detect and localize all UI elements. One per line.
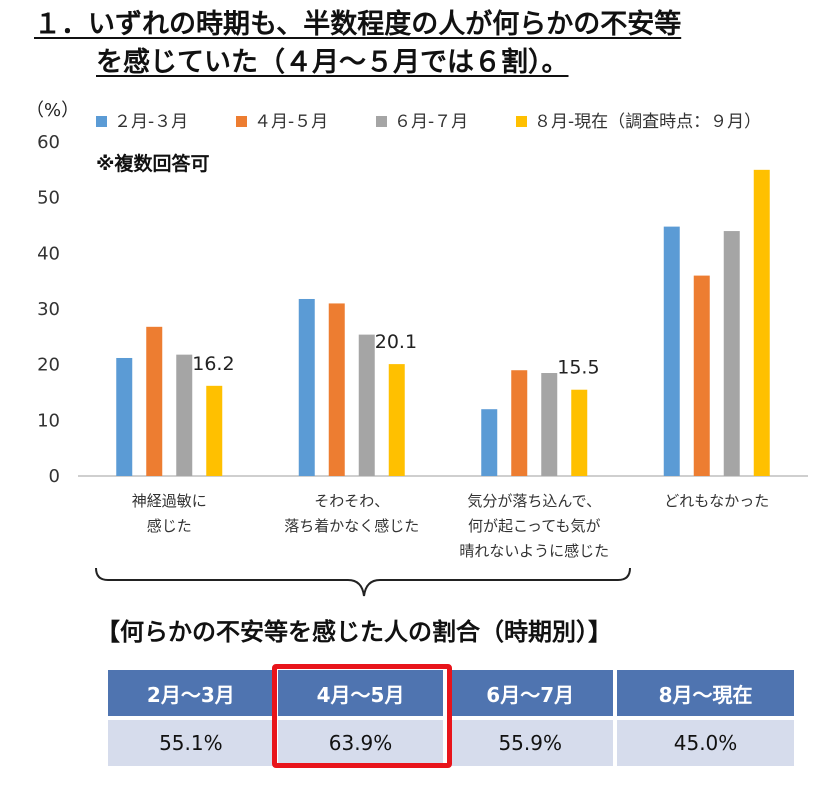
bar	[541, 373, 558, 476]
summary-header-row: 2月～3月 4月～5月 6月～7月 8月～現在	[108, 670, 794, 716]
category-label: どれもなかった	[664, 492, 769, 510]
summary-header-cell: 2月～3月	[108, 670, 274, 716]
legend-swatch	[236, 116, 247, 127]
category-label: そわそわ、	[314, 492, 389, 510]
category-brace	[95, 567, 631, 597]
summary-value-cell: 55.9%	[447, 720, 614, 766]
y-tick-label: 60	[37, 132, 60, 153]
summary-table: 2月～3月 4月～5月 6月～7月 8月～現在 55.1% 63.9% 55.9…	[104, 666, 798, 770]
chart-note: ※複数回答可	[96, 152, 209, 175]
bar	[328, 303, 345, 476]
category-label: 何が起こっても気が	[468, 517, 600, 535]
legend-label: ４月-５月	[254, 112, 328, 132]
bar	[116, 357, 133, 476]
category-label: 落ち着かなく感じた	[284, 517, 419, 535]
legend-label: ８月-現在（調査時点：９月）	[534, 112, 761, 132]
bar	[723, 231, 740, 476]
bar	[511, 370, 528, 476]
bar	[693, 275, 710, 476]
y-tick-label: 0	[49, 466, 60, 487]
bar	[481, 409, 498, 476]
bar-chart: （%） 0 10 20 30 40 50 60 ※複数回答可 ２月-３月 ４月-５月 ６月-７月 ８月-…	[26, 100, 808, 560]
legend-label: ６月-７月	[394, 112, 468, 132]
y-tick-label: 40	[37, 243, 60, 264]
legend-swatch	[516, 116, 527, 127]
category-label: 感じた	[147, 517, 192, 535]
data-label: 16.2	[192, 353, 234, 375]
bar	[571, 389, 588, 476]
y-tick-label: 20	[37, 355, 60, 376]
summary-value-cell: 45.0%	[617, 720, 794, 766]
bar	[388, 364, 405, 476]
category-label: 神経過敏に	[132, 492, 207, 510]
summary-header-cell: 8月～現在	[617, 670, 794, 716]
data-label: 20.1	[375, 331, 417, 353]
category-label: 気分が落ち込んで、	[467, 492, 601, 510]
bar	[146, 326, 163, 476]
summary-value-row: 55.1% 63.9% 55.9% 45.0%	[108, 720, 794, 766]
title-line-2: を感じていた（４月～５月では６割）。	[96, 47, 569, 78]
bar	[663, 226, 680, 476]
y-tick-label: 30	[37, 299, 60, 320]
legend-swatch	[96, 116, 107, 127]
bar	[753, 169, 770, 476]
data-label: 15.5	[557, 357, 599, 379]
summary-heading: 【何らかの不安等を感じた人の割合（時期別）】	[96, 618, 612, 646]
summary-header-cell: 6月～7月	[447, 670, 614, 716]
summary-value-cell: 63.9%	[277, 720, 444, 766]
bar	[176, 354, 193, 476]
page-title: １．いずれの時期も、半数程度の人が何らかの不安等 を感じていた（４月～５月では６…	[34, 6, 824, 82]
y-tick-label: 50	[37, 188, 60, 209]
legend-swatch	[376, 116, 387, 127]
highlight-box	[272, 664, 452, 768]
title-line-1: １．いずれの時期も、半数程度の人が何らかの不安等	[34, 9, 682, 40]
bar	[358, 334, 375, 476]
legend-label: ２月-３月	[114, 112, 188, 132]
y-axis-label: （%）	[26, 100, 79, 121]
bar	[298, 298, 315, 476]
summary-header-cell: 4月～5月	[277, 670, 444, 716]
summary-value-cell: 55.1%	[108, 720, 274, 766]
y-tick-label: 10	[37, 410, 60, 431]
category-label: 晴れないように感じた	[459, 542, 609, 560]
bar	[206, 385, 223, 476]
